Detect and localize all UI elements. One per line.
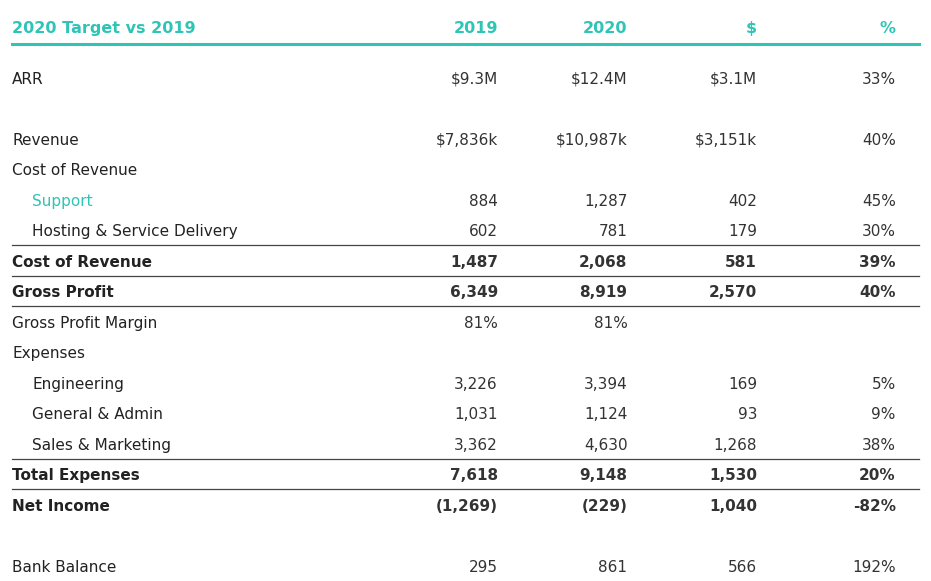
Text: Support: Support [33, 194, 93, 209]
Text: Revenue: Revenue [12, 133, 79, 148]
Text: 20%: 20% [859, 468, 896, 483]
Text: 6,349: 6,349 [450, 285, 498, 300]
Text: Expenses: Expenses [12, 346, 85, 361]
Text: 9%: 9% [871, 407, 896, 422]
Text: $: $ [746, 21, 757, 36]
Text: 1,124: 1,124 [584, 407, 627, 422]
Text: 1,287: 1,287 [584, 194, 627, 209]
Text: 2020: 2020 [583, 21, 627, 36]
Text: $3.1M: $3.1M [710, 72, 757, 87]
Text: 861: 861 [599, 560, 627, 575]
Text: $10,987k: $10,987k [556, 133, 627, 148]
Text: 40%: 40% [859, 285, 896, 300]
Text: 39%: 39% [859, 255, 896, 270]
Text: 9,148: 9,148 [579, 468, 627, 483]
Text: 4,630: 4,630 [584, 438, 627, 453]
Text: 1,487: 1,487 [450, 255, 498, 270]
Text: Hosting & Service Delivery: Hosting & Service Delivery [33, 224, 238, 239]
Text: 8,919: 8,919 [579, 285, 627, 300]
Text: 1,040: 1,040 [709, 499, 757, 514]
Text: Gross Profit: Gross Profit [12, 285, 114, 300]
Text: $12.4M: $12.4M [571, 72, 627, 87]
Text: General & Admin: General & Admin [33, 407, 163, 422]
Text: -82%: -82% [853, 499, 896, 514]
Text: 93: 93 [737, 407, 757, 422]
Text: 81%: 81% [464, 316, 498, 331]
Text: Sales & Marketing: Sales & Marketing [33, 438, 171, 453]
Text: 1,530: 1,530 [709, 468, 757, 483]
Text: 33%: 33% [862, 72, 896, 87]
Text: 3,362: 3,362 [454, 438, 498, 453]
Text: 602: 602 [469, 224, 498, 239]
Text: 2,068: 2,068 [579, 255, 627, 270]
Text: 169: 169 [728, 377, 757, 392]
Text: 3,394: 3,394 [584, 377, 627, 392]
Text: 7,618: 7,618 [450, 468, 498, 483]
Text: Cost of Revenue: Cost of Revenue [12, 163, 137, 178]
Text: Cost of Revenue: Cost of Revenue [12, 255, 152, 270]
Text: 1,268: 1,268 [713, 438, 757, 453]
Text: 81%: 81% [594, 316, 627, 331]
Text: 2,570: 2,570 [708, 285, 757, 300]
Text: Net Income: Net Income [12, 499, 110, 514]
Text: 5%: 5% [871, 377, 896, 392]
Text: (1,269): (1,269) [436, 499, 498, 514]
Text: 2019: 2019 [453, 21, 498, 36]
Text: 295: 295 [469, 560, 498, 575]
Text: $3,151k: $3,151k [695, 133, 757, 148]
Text: 38%: 38% [862, 438, 896, 453]
Text: 3,226: 3,226 [454, 377, 498, 392]
Text: $7,836k: $7,836k [436, 133, 498, 148]
Text: ARR: ARR [12, 72, 44, 87]
Text: 402: 402 [728, 194, 757, 209]
Text: 1,031: 1,031 [454, 407, 498, 422]
Text: (229): (229) [582, 499, 627, 514]
Text: 581: 581 [725, 255, 757, 270]
Text: 30%: 30% [862, 224, 896, 239]
Text: 40%: 40% [862, 133, 896, 148]
Text: 781: 781 [599, 224, 627, 239]
Text: 884: 884 [469, 194, 498, 209]
Text: 192%: 192% [852, 560, 896, 575]
Text: 179: 179 [728, 224, 757, 239]
Text: $9.3M: $9.3M [451, 72, 498, 87]
Text: %: % [880, 21, 896, 36]
Text: 566: 566 [728, 560, 757, 575]
Text: Total Expenses: Total Expenses [12, 468, 140, 483]
Text: Bank Balance: Bank Balance [12, 560, 116, 575]
Text: Engineering: Engineering [33, 377, 124, 392]
Text: Gross Profit Margin: Gross Profit Margin [12, 316, 157, 331]
Text: 45%: 45% [862, 194, 896, 209]
Text: 2020 Target vs 2019: 2020 Target vs 2019 [12, 21, 196, 36]
